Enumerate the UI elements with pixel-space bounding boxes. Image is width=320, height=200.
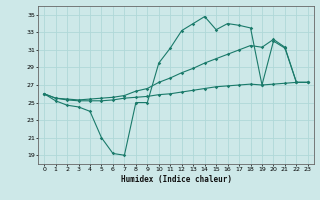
- X-axis label: Humidex (Indice chaleur): Humidex (Indice chaleur): [121, 175, 231, 184]
